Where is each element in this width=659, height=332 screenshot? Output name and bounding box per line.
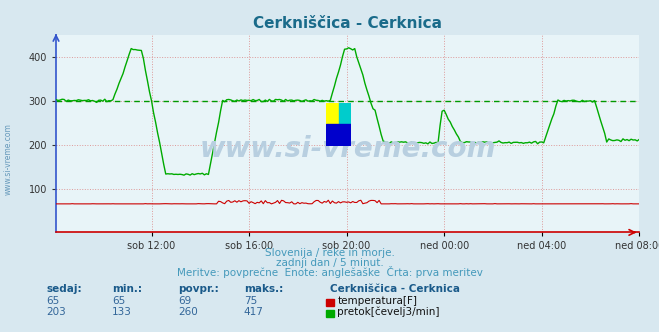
Text: 260: 260 bbox=[178, 307, 198, 317]
Text: Meritve: povprečne  Enote: anglešaške  Črta: prva meritev: Meritve: povprečne Enote: anglešaške Črt… bbox=[177, 266, 482, 278]
Title: Cerkniščica - Cerknica: Cerkniščica - Cerknica bbox=[253, 16, 442, 31]
Text: Cerkniščica - Cerknica: Cerkniščica - Cerknica bbox=[330, 284, 459, 294]
Text: min.:: min.: bbox=[112, 284, 142, 294]
Text: 65: 65 bbox=[46, 296, 59, 306]
Text: maks.:: maks.: bbox=[244, 284, 283, 294]
Text: Slovenija / reke in morje.: Slovenija / reke in morje. bbox=[264, 248, 395, 258]
Text: 203: 203 bbox=[46, 307, 66, 317]
Text: www.si-vreme.com: www.si-vreme.com bbox=[200, 135, 496, 163]
Text: temperatura[F]: temperatura[F] bbox=[337, 296, 417, 306]
Text: povpr.:: povpr.: bbox=[178, 284, 219, 294]
Text: 133: 133 bbox=[112, 307, 132, 317]
Text: zadnji dan / 5 minut.: zadnji dan / 5 minut. bbox=[275, 258, 384, 268]
Text: 417: 417 bbox=[244, 307, 264, 317]
Bar bbox=[326, 124, 351, 146]
Text: 69: 69 bbox=[178, 296, 191, 306]
Bar bbox=[326, 103, 339, 124]
Text: 65: 65 bbox=[112, 296, 125, 306]
Text: www.si-vreme.com: www.si-vreme.com bbox=[3, 124, 13, 195]
Text: sedaj:: sedaj: bbox=[46, 284, 82, 294]
Text: pretok[čevelj3/min]: pretok[čevelj3/min] bbox=[337, 307, 440, 317]
Bar bbox=[339, 103, 351, 124]
Text: 75: 75 bbox=[244, 296, 257, 306]
